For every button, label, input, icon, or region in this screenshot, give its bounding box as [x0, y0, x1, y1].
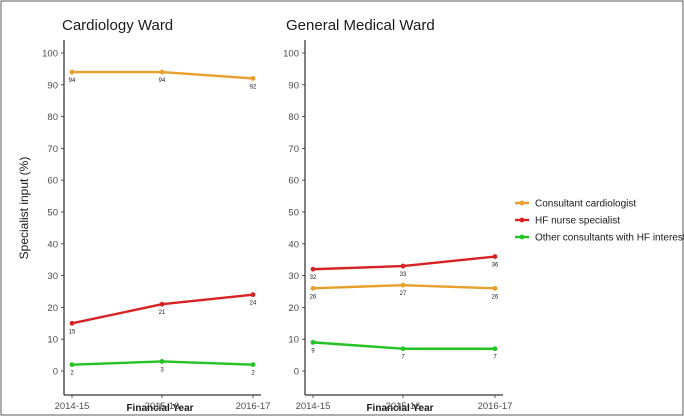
- y-tick-label: 30: [47, 271, 58, 282]
- y-tick-label: 80: [47, 112, 58, 123]
- data-label-other-consultants-with-hf-interest: 2: [70, 371, 74, 377]
- data-point-consultant-cardiologist: [310, 285, 316, 291]
- y-tick-label: 50: [288, 208, 299, 219]
- data-point-other-consultants-with-hf-interest: [310, 339, 316, 345]
- y-tick-label: 40: [288, 239, 299, 250]
- data-label-consultant-cardiologist: 92: [250, 84, 257, 90]
- data-point-other-consultants-with-hf-interest: [69, 362, 75, 368]
- data-point-hf-nurse-specialist: [492, 254, 498, 259]
- legend-marker-other-consultants-with-hf-interest: [519, 234, 525, 240]
- series-line-hf-nurse-specialist: [71, 293, 254, 325]
- data-point-consultant-cardiologist: [69, 69, 75, 75]
- data-label-other-consultants-with-hf-interest: 2: [251, 371, 255, 377]
- y-tick-label: 20: [47, 303, 58, 314]
- data-label-hf-nurse-specialist: 21: [159, 310, 166, 316]
- data-point-other-consultants-with-hf-interest: [492, 346, 498, 352]
- legend-marker-hf-nurse-specialist: [519, 217, 525, 223]
- data-point-other-consultants-with-hf-interest: [250, 362, 256, 368]
- y-axis-title: Specialist input (%): [17, 157, 31, 260]
- x-tick-label: 2014-15: [296, 401, 331, 412]
- panel-cardiology-ward: Cardiology Ward Financial Year 0 10 20 30 40…: [42, 17, 270, 414]
- data-point-hf-nurse-specialist: [69, 320, 75, 326]
- y-tick-label: 90: [47, 80, 58, 91]
- data-point-hf-nurse-specialist: [250, 292, 256, 298]
- data-point-other-consultants-with-hf-interest: [159, 359, 165, 364]
- y-tick-label: 20: [288, 303, 299, 314]
- data-label-other-consultants-with-hf-interest: 7: [493, 355, 497, 361]
- x-tick-label: 2016-17: [478, 401, 513, 412]
- y-tick-label: 70: [47, 144, 58, 155]
- chart-legend: Consultant cardiologist HF nurse speciali…: [515, 199, 684, 244]
- y-tick-label: 0: [294, 367, 299, 378]
- y-tick-label: 60: [288, 176, 299, 187]
- x-tick-label: 2014-15: [55, 401, 90, 412]
- legend-label-hf-nurse-specialist: HF nurse specialist: [535, 216, 620, 227]
- data-point-hf-nurse-specialist: [310, 266, 316, 272]
- y-tick-label: 70: [288, 144, 299, 155]
- data-point-consultant-cardiologist: [492, 285, 498, 291]
- y-tick-label: 10: [288, 335, 299, 346]
- data-label-consultant-cardiologist: 26: [492, 294, 499, 300]
- data-point-hf-nurse-specialist: [159, 301, 165, 307]
- data-label-consultant-cardiologist: 94: [69, 78, 76, 84]
- data-label-other-consultants-with-hf-interest: 9: [311, 348, 315, 354]
- x-tick-label: 2015-16: [145, 401, 180, 412]
- x-tick-label: 2015-16: [386, 401, 421, 412]
- x-tick-label: 2016-17: [236, 401, 271, 412]
- panel-title-cardiology-ward: Cardiology Ward: [62, 17, 173, 34]
- data-label-hf-nurse-specialist: 33: [400, 272, 407, 278]
- y-tick-label: 100: [283, 49, 299, 60]
- legend-label-consultant-cardiologist: Consultant cardiologist: [535, 199, 636, 210]
- data-point-other-consultants-with-hf-interest: [400, 346, 406, 352]
- legend-label-other-consultants-with-hf-interest: Other consultants with HF interest: [535, 233, 684, 244]
- y-tick-label: 100: [42, 49, 58, 60]
- y-tick-label: 50: [47, 208, 58, 219]
- data-label-consultant-cardiologist: 27: [400, 291, 407, 297]
- data-label-consultant-cardiologist: 26: [310, 294, 317, 300]
- data-point-consultant-cardiologist: [159, 69, 165, 75]
- data-label-hf-nurse-specialist: 15: [69, 329, 76, 335]
- y-tick-label: 80: [288, 112, 299, 123]
- data-label-hf-nurse-specialist: 24: [250, 301, 257, 307]
- y-tick-label: 90: [288, 80, 299, 91]
- data-point-consultant-cardiologist: [250, 76, 256, 81]
- data-label-other-consultants-with-hf-interest: 7: [401, 355, 405, 361]
- data-point-consultant-cardiologist: [400, 282, 406, 288]
- x-axis-title-left: Financial Year: [126, 403, 193, 414]
- y-tick-label: 0: [53, 367, 58, 378]
- data-point-hf-nurse-specialist: [400, 263, 406, 269]
- y-tick-label: 10: [47, 335, 58, 346]
- panel-title-general-medical-ward: General Medical Ward: [286, 17, 435, 34]
- data-label-hf-nurse-specialist: 32: [310, 275, 317, 281]
- y-tick-label: 40: [47, 239, 58, 250]
- panel-general-medical-ward: General Medical Ward Financial Year 0 10 2…: [283, 17, 512, 414]
- data-label-other-consultants-with-hf-interest: 3: [160, 367, 164, 373]
- data-label-hf-nurse-specialist: 36: [492, 263, 499, 269]
- y-tick-label: 60: [47, 176, 58, 187]
- x-axis-title-right: Financial Year: [366, 403, 433, 414]
- legend-marker-consultant-cardiologist: [519, 200, 525, 206]
- data-label-consultant-cardiologist: 94: [159, 78, 166, 84]
- y-tick-label: 30: [288, 271, 299, 282]
